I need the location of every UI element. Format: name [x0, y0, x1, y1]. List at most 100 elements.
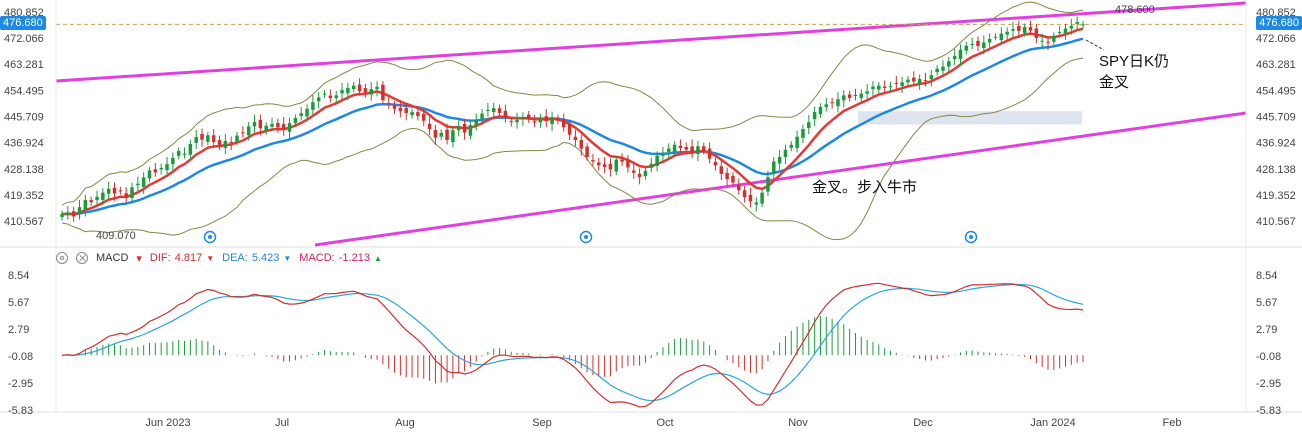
- candle-body: [707, 148, 712, 159]
- candle-body: [795, 136, 799, 148]
- legend-dea: DEA: 5.423 ▼: [222, 252, 291, 264]
- candle-body: [503, 110, 508, 119]
- candle-body: [567, 124, 572, 135]
- candle-body: [637, 173, 642, 178]
- candle-body: [871, 86, 875, 90]
- candle-body: [66, 212, 70, 216]
- candle-body: [678, 145, 683, 149]
- candle-body: [468, 125, 473, 136]
- candle-body: [165, 164, 169, 171]
- price-tick-label-right: 436.924: [1256, 138, 1296, 150]
- legend-macd: MACD: -1.213 ▲: [299, 252, 382, 264]
- dea-line: [61, 283, 1084, 402]
- price-tick-label-left: 445.709: [4, 112, 44, 124]
- x-tick-label: Feb: [1163, 417, 1182, 429]
- macd-tick-label-left: 2.79: [8, 324, 29, 336]
- candle-body: [684, 147, 689, 150]
- candle-body: [136, 183, 140, 186]
- candle-body: [147, 170, 152, 179]
- dif-line: [61, 282, 1084, 408]
- candle-body: [807, 122, 811, 128]
- candle-body: [713, 161, 718, 166]
- candle-body: [1052, 35, 1056, 42]
- price-tick-label-right: 445.709: [1256, 112, 1296, 124]
- x-tick-label: Sep: [532, 417, 552, 429]
- candle-body: [445, 129, 449, 141]
- candle-body: [124, 193, 128, 199]
- candle-body: [281, 124, 286, 130]
- legend-dif-value: 4.817: [174, 252, 203, 264]
- candle-body: [176, 151, 181, 156]
- candle-body: [690, 146, 694, 152]
- price-tick-label-right: 463.281: [1256, 59, 1296, 71]
- candle-body: [923, 80, 928, 82]
- high-price-label: 478.600: [1115, 4, 1155, 16]
- candle-body: [357, 84, 362, 92]
- x-tick-label: Jul: [275, 417, 289, 429]
- candle-body: [194, 137, 198, 143]
- candle-body: [847, 94, 852, 99]
- price-tick-label-left: 436.924: [4, 138, 44, 150]
- candle-body: [287, 123, 292, 132]
- candle-body: [1040, 40, 1044, 42]
- candle-body: [375, 86, 379, 90]
- candle-body: [386, 103, 391, 105]
- candle-body: [987, 38, 992, 43]
- candle-body: [597, 162, 601, 166]
- candle-body: [515, 119, 519, 123]
- candle-body: [952, 55, 957, 60]
- bollinger-upper-line: [61, 1, 1084, 206]
- candle-body: [1011, 29, 1015, 31]
- candle-body: [544, 116, 548, 121]
- candle-body: [416, 112, 420, 116]
- annotation-pointer: [1085, 39, 1105, 51]
- candle-body: [556, 118, 560, 121]
- candle-body: [993, 36, 998, 38]
- gear-icon[interactable]: [56, 252, 68, 264]
- candle-body: [667, 148, 671, 152]
- macd-tick-label-left: -2.95: [8, 378, 33, 390]
- legend-dea-label: DEA:: [222, 252, 248, 264]
- macd-tick-label-right: -2.95: [1256, 378, 1281, 390]
- candle-body: [579, 140, 584, 149]
- candle-body: [772, 161, 776, 175]
- candle-body: [346, 87, 350, 94]
- candle-body: [462, 123, 467, 133]
- candle-body: [182, 153, 187, 155]
- candle-body: [421, 113, 426, 121]
- candle-body: [200, 133, 204, 140]
- candle-body: [241, 132, 245, 134]
- price-tick-label-left: 454.495: [4, 85, 44, 97]
- candle-body: [748, 195, 753, 202]
- candle-body: [976, 40, 980, 47]
- legend-chevron-down-icon[interactable]: ▾: [136, 252, 142, 265]
- candle-body: [322, 93, 327, 95]
- candle-body: [649, 163, 654, 168]
- close-icon[interactable]: [76, 252, 88, 264]
- current-price-tag-right: 476.680: [1256, 16, 1302, 30]
- candle-body: [865, 91, 869, 94]
- candle-body: [235, 135, 239, 142]
- candle-body: [264, 125, 268, 132]
- candle-body: [1063, 28, 1068, 35]
- candle-body: [696, 146, 700, 154]
- candle-body: [842, 95, 846, 101]
- candle-body: [206, 135, 210, 142]
- x-tick-label: Dec: [913, 417, 933, 429]
- candle-body: [906, 79, 910, 83]
- candle-body: [801, 129, 805, 138]
- candle-body: [392, 105, 397, 109]
- candle-body: [369, 89, 373, 95]
- candle-body: [777, 156, 782, 164]
- candle-body: [410, 112, 414, 116]
- candle-body: [941, 66, 945, 71]
- price-tick-label-left: 410.567: [4, 216, 44, 228]
- x-tick-label: Aug: [395, 417, 415, 429]
- candle-body: [742, 190, 747, 198]
- price-tick-label-right: 472.066: [1256, 33, 1296, 45]
- candle-body: [766, 177, 770, 192]
- event-marker-dot: [584, 235, 588, 239]
- macd-tick-label-right: -5.83: [1256, 405, 1281, 417]
